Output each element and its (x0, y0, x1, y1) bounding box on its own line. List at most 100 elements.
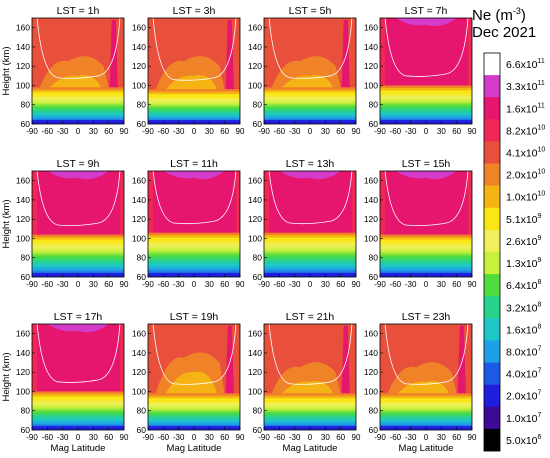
lower-layer (32, 94, 124, 124)
title-period: Dec 2021 (472, 24, 536, 41)
panel-label: LST = 7h (405, 5, 448, 17)
transition-band (32, 89, 124, 93)
y-tick-label: 100 (16, 233, 30, 243)
y-tick-label: 120 (132, 61, 146, 71)
panel-5: LST = 9h 60 80 100 120 140 160 -90 -60 -30 0 30 60 90… (1, 158, 129, 289)
colorbar-swatch (484, 384, 500, 408)
x-tick-label: 90 (236, 127, 245, 136)
y-tick-label: 160 (248, 329, 262, 339)
top-band (148, 324, 240, 339)
polar-spike (457, 325, 466, 394)
colorbar-label: 3.3x1011 (506, 80, 545, 93)
y-tick-label: 60 (21, 119, 31, 129)
x-tick-label: -90 (142, 127, 154, 136)
x-tick-label: -30 (57, 127, 69, 136)
y-tick-label: 100 (248, 80, 262, 90)
colorbar-swatch (484, 318, 500, 341)
y-tick-label: 80 (253, 253, 263, 263)
lower-layer (264, 239, 356, 277)
lower-layer (380, 400, 472, 430)
y-tick-label: 60 (137, 425, 147, 435)
y-tick-label: 160 (364, 329, 378, 339)
y-tick-label: 140 (364, 348, 378, 358)
contour-line (36, 324, 121, 383)
lower-layer (380, 241, 472, 277)
transition-band (264, 398, 356, 402)
north-edge (235, 171, 240, 233)
y-tick-label: 60 (369, 425, 379, 435)
x-tick-label: 60 (220, 280, 229, 289)
y-tick-label: 140 (16, 195, 30, 205)
density-core (264, 171, 356, 235)
x-tick-label: 30 (205, 280, 214, 289)
south-edge (32, 324, 38, 392)
x-tick-label: -60 (274, 280, 286, 289)
panel-field (148, 324, 240, 430)
x-tick-label: -90 (374, 433, 386, 442)
colorbar-label: 1.0x1010 (506, 191, 545, 204)
day-cap (395, 18, 457, 27)
y-tick-label: 120 (248, 214, 262, 224)
y-tick-label: 80 (21, 100, 31, 110)
contour-line (268, 171, 353, 225)
y-tick-label: 120 (132, 367, 146, 377)
x-tick-label: -30 (57, 280, 69, 289)
panel-4: LST = 7h 60 80 100 120 140 160 -90 -60 -30 0 30 60 90 (364, 5, 477, 136)
panel-6: LST = 11h 60 80 100 120 140 160 -90 -60 -30 0 30 60 9… (132, 158, 245, 289)
x-tick-label: 60 (220, 127, 229, 136)
y-tick-label: 100 (132, 233, 146, 243)
x-tick-label: 90 (120, 280, 129, 289)
x-tick-label: -60 (390, 127, 402, 136)
y-tick-label: 160 (364, 176, 378, 186)
top-band (264, 18, 356, 43)
transition-band (32, 237, 124, 240)
transition-band (148, 393, 240, 397)
x-tick-label: 0 (192, 433, 197, 442)
panel-field (380, 18, 472, 124)
transition-band (148, 398, 240, 402)
transition-band (264, 237, 356, 241)
transition-band (148, 232, 240, 236)
top-band (380, 324, 472, 349)
y-tick-label: 100 (132, 80, 146, 90)
y-tick-label: 120 (364, 367, 378, 377)
x-tick-label: -90 (142, 280, 154, 289)
y-tick-label: 100 (132, 386, 146, 396)
day-cap (395, 171, 457, 180)
south-edge (148, 171, 154, 233)
north-edge (467, 18, 472, 86)
y-tick-label: 120 (248, 367, 262, 377)
transition-band (380, 85, 472, 89)
y-tick-label: 160 (132, 329, 146, 339)
colorbar-frame (483, 52, 501, 452)
y-tick-label: 120 (364, 214, 378, 224)
transition-band (264, 395, 356, 399)
y-tick-label: 120 (16, 367, 30, 377)
y-tick-label: 60 (253, 119, 263, 129)
south-edge (264, 171, 270, 233)
x-tick-label: 90 (120, 433, 129, 442)
x-tick-label: 0 (76, 433, 81, 442)
contour-line (36, 18, 121, 79)
x-tick-label: -90 (26, 280, 38, 289)
transition-band (32, 234, 124, 238)
day-cap (163, 171, 225, 180)
density-core (32, 324, 124, 394)
y-axis-title: Height (km) (1, 46, 12, 95)
transition-band (380, 239, 472, 243)
x-tick-label: 60 (452, 127, 461, 136)
south-edge (32, 171, 38, 235)
x-tick-label: 30 (205, 433, 214, 442)
colorbar-label: 6.6x1011 (506, 58, 545, 71)
y-tick-label: 160 (248, 176, 262, 186)
x-tick-label: 90 (352, 127, 361, 136)
colorbar-swatch (484, 141, 500, 164)
x-tick-label: 0 (308, 433, 313, 442)
y-tick-label: 140 (364, 195, 378, 205)
x-tick-label: 60 (452, 280, 461, 289)
x-tick-label: 90 (236, 433, 245, 442)
panel-2: LST = 3h 60 80 100 120 140 160 -90 -60 -30 0 30 60 90 (132, 5, 245, 136)
transition-band (32, 87, 124, 91)
y-tick-label: 120 (248, 61, 262, 71)
x-axis-title: Mag Latitude (399, 443, 454, 454)
